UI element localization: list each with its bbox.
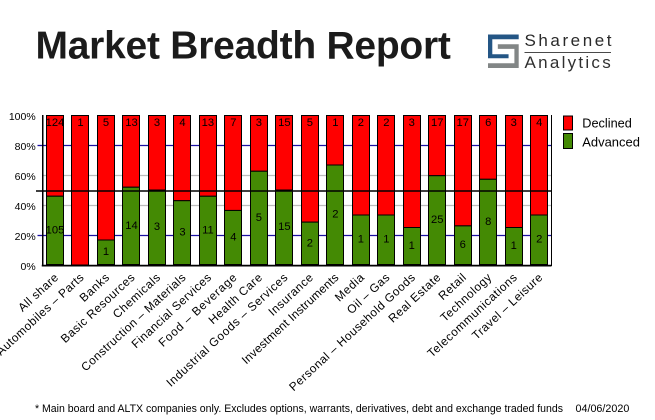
svg-text:1: 1 [358,234,364,246]
svg-text:40%: 40% [15,201,36,213]
svg-text:80%: 80% [15,141,36,153]
svg-text:11: 11 [202,224,214,236]
svg-text:1: 1 [409,240,415,252]
svg-text:4: 4 [536,117,542,129]
svg-text:105: 105 [46,224,65,236]
svg-text:13: 13 [202,117,214,129]
svg-text:14: 14 [125,220,137,232]
svg-text:2: 2 [307,237,313,249]
svg-text:6: 6 [485,117,491,129]
svg-text:2: 2 [332,209,338,221]
svg-text:1: 1 [103,246,109,258]
svg-text:15: 15 [278,117,290,129]
svg-text:Declined: Declined [582,115,632,130]
svg-text:15: 15 [278,221,290,233]
svg-text:1: 1 [383,234,389,246]
svg-text:3: 3 [409,117,415,129]
svg-text:20%: 20% [15,231,36,243]
svg-text:6: 6 [460,239,466,251]
svg-text:100%: 100% [9,111,36,123]
svg-text:1: 1 [332,117,338,129]
svg-text:8: 8 [485,216,491,228]
svg-text:4: 4 [230,231,236,243]
svg-text:04/06/2020: 04/06/2020 [576,403,630,415]
svg-text:* Main board and ALTX companie: * Main board and ALTX companies only. Ex… [35,403,563,415]
svg-text:5: 5 [256,212,262,224]
svg-text:25: 25 [431,214,443,226]
svg-text:Advanced: Advanced [582,135,640,150]
svg-text:Sharenet: Sharenet [525,31,612,50]
svg-text:3: 3 [256,117,262,129]
svg-text:2: 2 [536,234,542,246]
svg-text:13: 13 [125,117,137,129]
svg-text:5: 5 [307,117,313,129]
svg-text:124: 124 [46,117,65,129]
svg-text:4: 4 [179,117,185,129]
svg-text:17: 17 [457,117,469,129]
svg-text:Analytics: Analytics [525,53,611,72]
svg-text:3: 3 [179,227,185,239]
svg-text:3: 3 [154,221,160,233]
svg-text:5: 5 [103,117,109,129]
svg-text:7: 7 [230,117,236,129]
svg-text:1: 1 [77,117,83,129]
svg-text:3: 3 [511,117,517,129]
svg-text:3: 3 [154,117,160,129]
svg-text:1: 1 [511,240,517,252]
svg-text:60%: 60% [15,171,36,183]
svg-text:17: 17 [431,117,443,129]
svg-text:0%: 0% [21,261,36,273]
svg-text:Market Breadth Report: Market Breadth Report [36,25,451,68]
svg-text:2: 2 [383,117,389,129]
svg-text:2: 2 [358,117,364,129]
